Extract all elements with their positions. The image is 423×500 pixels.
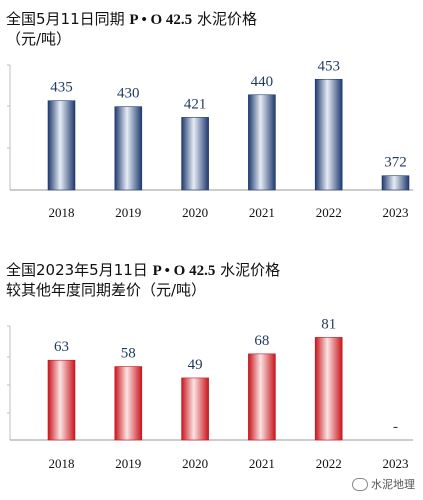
chart1-title-prefix: 全国5月11日同期: [6, 10, 125, 28]
chart2-data-label-2021: 68: [254, 333, 269, 349]
chart1-bar-2023: [381, 175, 410, 191]
chart2-bar-2018: [47, 359, 76, 441]
chart1-bar-2018: [47, 100, 76, 191]
chart2-title-unit: 较其他年度同期差价（元/吨）: [6, 281, 207, 299]
chart1-data-label-2022: 453: [317, 58, 340, 74]
chart2-bar-2022: [314, 337, 343, 441]
chart2-x-tick-2020: 2020: [182, 456, 208, 471]
chart1-title-unit: （元/吨）: [6, 30, 72, 48]
chart2-title-prefix: 全国2023年5月11日: [6, 261, 148, 279]
chart2-x-tick-2018: 2018: [49, 456, 75, 471]
chart1-data-label-2023: 372: [384, 155, 407, 171]
chart2-bar-2020: [181, 377, 209, 441]
wechat-icon: [352, 477, 368, 491]
chart2-data-label-2022: 81: [321, 316, 336, 332]
chart2-x-tick-2022: 2022: [316, 456, 342, 471]
chart1-title: 全国5月11日同期 P • O 42.5 水泥价格 （元/吨）: [6, 10, 257, 49]
chart2-data-label-2020: 49: [188, 357, 203, 373]
watermark: 水泥地理: [352, 476, 415, 492]
chart1-x-tick-2020: 2020: [182, 205, 208, 220]
chart2-x-tick-2023: 2023: [383, 456, 409, 471]
chart2-data-label-2023: -: [393, 419, 398, 435]
chart1-x-tick-2023: 2023: [383, 205, 409, 220]
chart1-x-tick-2022: 2022: [316, 205, 342, 220]
chart1-title-grade: P • O 42.5: [129, 12, 193, 28]
chart2-bar-2021: [248, 353, 276, 441]
chart2-title-grade: P • O 42.5: [152, 263, 216, 279]
chart2-x-tick-2019: 2019: [115, 456, 141, 471]
chart1-x-tick-2019: 2019: [115, 205, 141, 220]
watermark-text: 水泥地理: [371, 478, 415, 491]
chart1-bar-2020: [181, 117, 209, 191]
chart1-x-tick-2021: 2021: [249, 205, 275, 220]
chart2-data-label-2019: 58: [121, 346, 136, 362]
chart2-title: 全国2023年5月11日 P • O 42.5 水泥价格 较其他年度同期差价（元…: [6, 261, 280, 300]
chart1-data-label-2020: 421: [184, 96, 207, 112]
chart1-data-label-2019: 430: [117, 86, 140, 102]
chart1-data-label-2018: 435: [50, 80, 73, 96]
chart2-x-tick-2021: 2021: [249, 456, 275, 471]
chart2-data-label-2018: 63: [54, 339, 69, 355]
chart2-title-suffix: 水泥价格: [220, 261, 281, 279]
chart1-bar-2019: [114, 106, 143, 191]
chart1-data-label-2021: 440: [251, 74, 274, 90]
chart1-title-suffix: 水泥价格: [196, 10, 257, 28]
chart2-bar-2019: [114, 366, 143, 441]
chart1-x-tick-2018: 2018: [49, 205, 75, 220]
chart1-bar-2021: [248, 94, 276, 191]
chart1-bar-2022: [314, 78, 343, 191]
